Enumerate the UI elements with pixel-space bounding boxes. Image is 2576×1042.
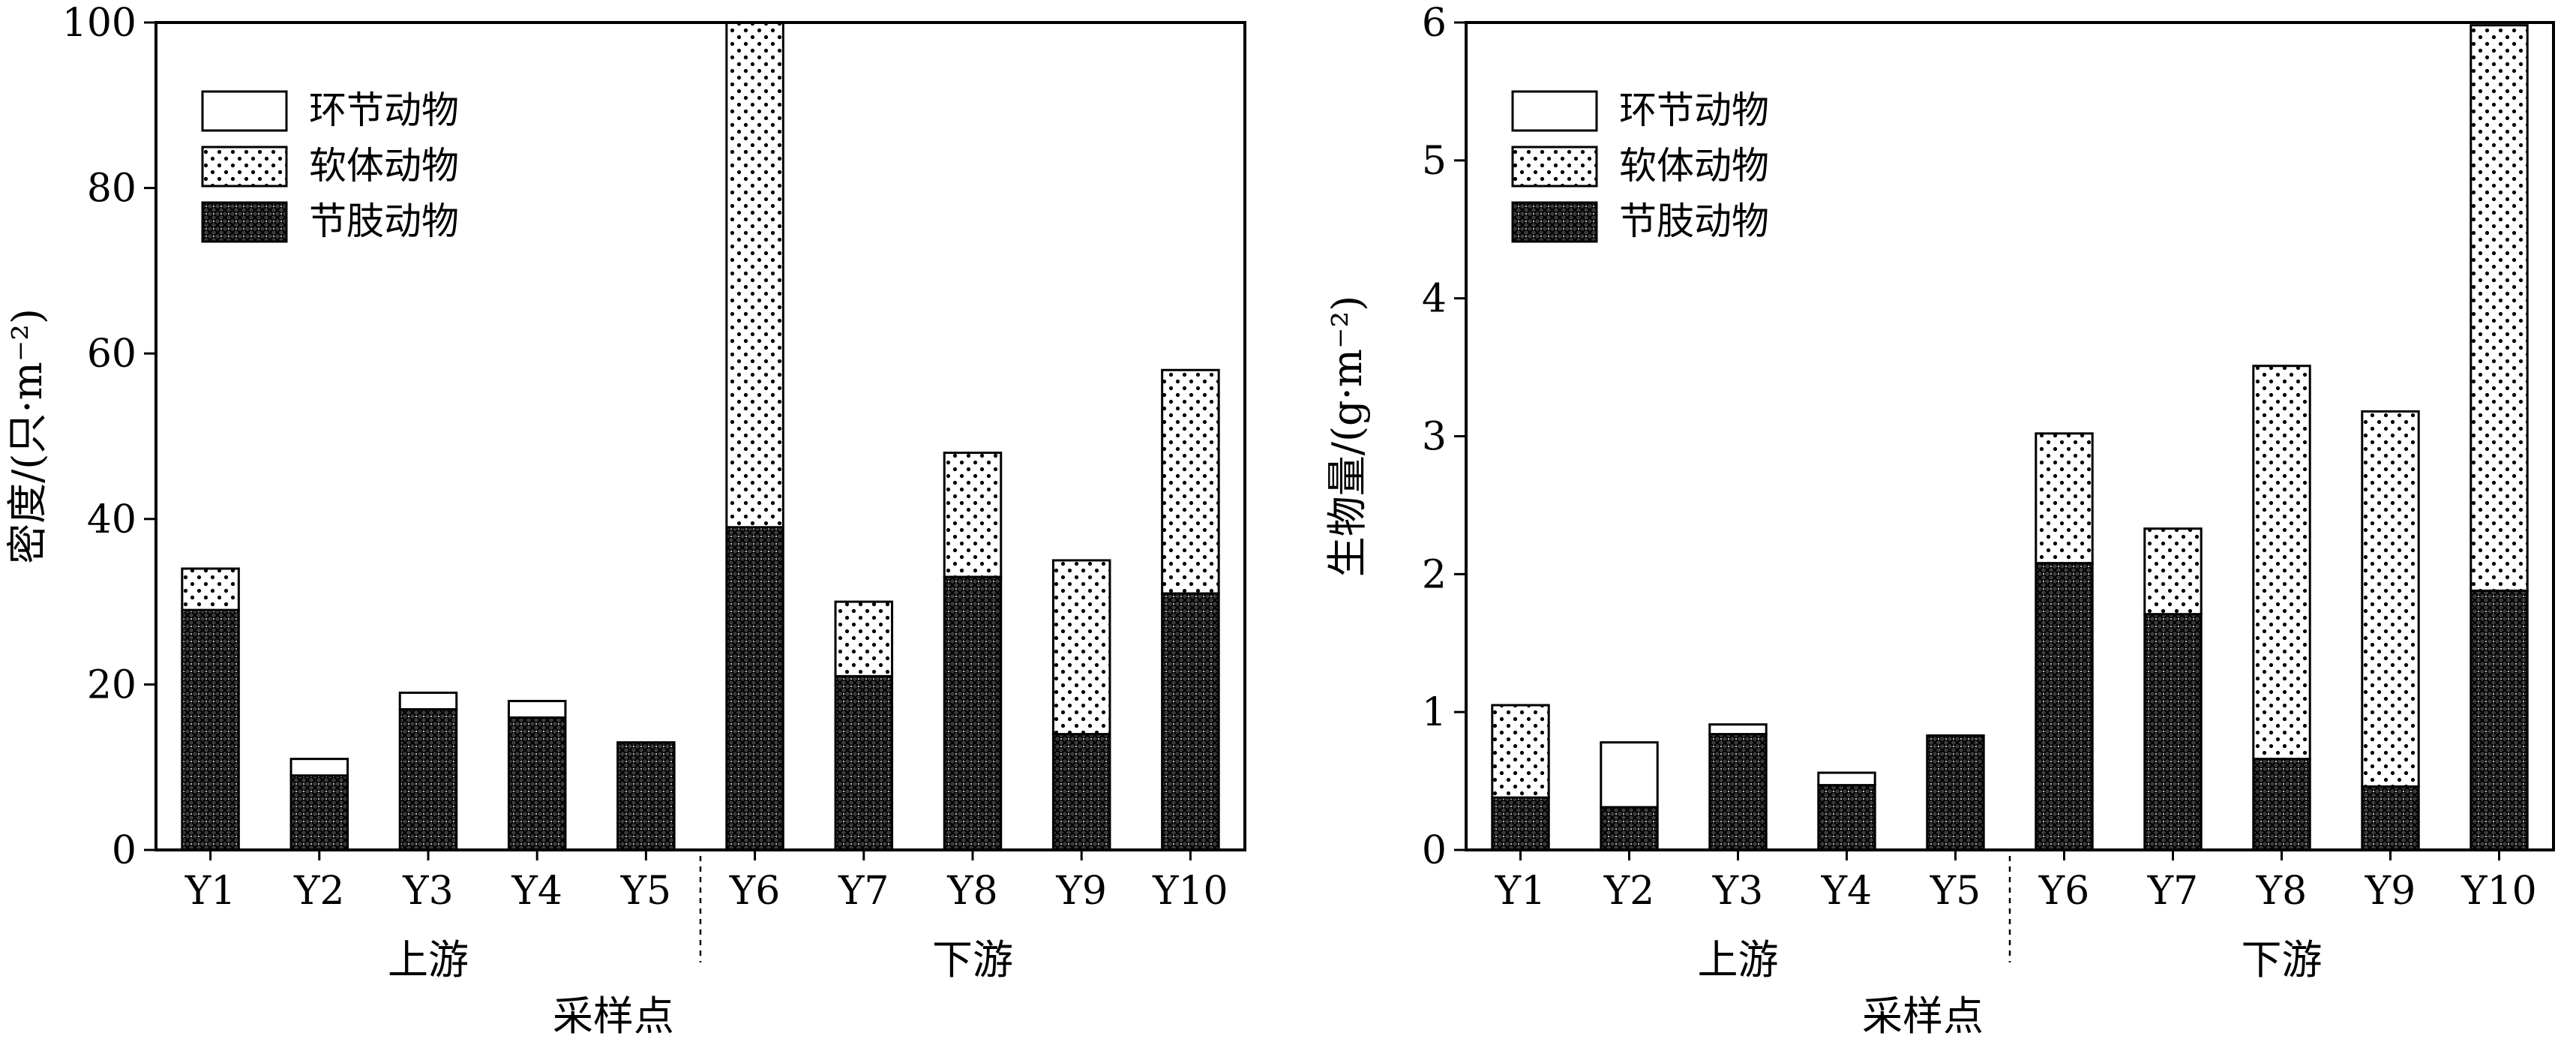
- y-tick-label: 4: [1422, 277, 1447, 322]
- bar-Y8-series-1: [2252, 365, 2311, 761]
- x-tick-label: Y9: [1055, 869, 1106, 914]
- x-axis-title: 采样点: [553, 992, 674, 1040]
- legend-label: 软体动物: [309, 144, 459, 188]
- y-tick-label: 6: [1422, 1, 1447, 46]
- density-chart: Y1 Y2 Y3 Y4 Y5 Y6 Y7 Y8 Y9 Y10 0 20 40 60 80 100 密度/(只·m…: [4, 1, 1246, 1040]
- y-tick-label: 2: [1422, 552, 1447, 597]
- x-tick-label: Y8: [946, 869, 997, 914]
- y-tick-label: 5: [1422, 139, 1447, 184]
- x-tick-label: Y8: [2256, 869, 2307, 914]
- biomass-chart: Y1 Y2 Y3 Y4 Y5 Y6 Y7 Y8 Y9 Y10 0 1 2 3 4 5 6 生物量/(g·m⁻²) 上…: [1324, 1, 2555, 1040]
- x-tick-label: Y4: [511, 869, 562, 914]
- bar-Y6-series-0: [2035, 562, 2094, 851]
- bar-Y10-series-0: [1161, 592, 1220, 851]
- bar-Y10-series-1: [2470, 24, 2529, 592]
- y-tick-label: 40: [87, 497, 136, 542]
- legend-label: 环节动物: [1619, 89, 1769, 132]
- y-tick-label: 80: [87, 167, 136, 212]
- legend-label: 软体动物: [1619, 144, 1769, 188]
- x-tick-label: Y2: [1603, 869, 1654, 914]
- legend-label: 节肢动物: [1619, 200, 1769, 243]
- x-tick-label: Y10: [2461, 869, 2537, 914]
- bar-Y9-series-1: [2361, 410, 2420, 788]
- bar-Y1-series-1: [1491, 704, 1550, 799]
- bar-Y9-series-0: [1051, 733, 1111, 851]
- y-tick-label: 100: [62, 1, 136, 46]
- bar-Y3-series-2: [398, 691, 458, 710]
- bar-Y9-series-0: [2361, 785, 2420, 851]
- legend-swatch: [201, 146, 288, 188]
- legend-label: 节肢动物: [309, 200, 459, 243]
- bar-Y8-series-1: [943, 452, 1003, 578]
- plot-frame: [154, 21, 1246, 851]
- legend-swatch: [201, 201, 288, 243]
- bar-Y5-series-0: [1926, 734, 1985, 851]
- y-tick-label: 3: [1422, 415, 1447, 460]
- x-tick-label: Y2: [293, 869, 344, 914]
- bar-Y7-series-1: [2143, 527, 2203, 616]
- bar-Y4-series-0: [507, 716, 567, 851]
- bar-Y1-series-0: [1491, 796, 1550, 851]
- bar-Y2-series-0: [289, 774, 349, 851]
- bar-Y3-series-0: [398, 707, 458, 851]
- bar-Y2-series-2: [1600, 741, 1659, 809]
- bar-Y7-series-0: [2143, 613, 2203, 851]
- bar-Y2-series-2: [289, 758, 349, 777]
- legend-swatch: [1511, 201, 1598, 243]
- legend-swatch: [1511, 146, 1598, 188]
- bar-Y2-series-0: [1600, 806, 1659, 851]
- bar-Y8-series-0: [2252, 758, 2311, 851]
- y-tick-label: 60: [87, 332, 136, 377]
- y-axis-title: 生物量/(g·m⁻²): [1324, 296, 1371, 577]
- x-tick-label: Y4: [1821, 869, 1872, 914]
- bar-Y3-series-0: [1708, 733, 1768, 851]
- bar-Y1-series-1: [181, 567, 240, 611]
- x-tick-label: Y3: [1712, 869, 1763, 914]
- y-tick-label: 0: [112, 828, 136, 873]
- x-tick-label: Y1: [184, 869, 235, 914]
- x-tick-label: Y6: [729, 869, 780, 914]
- x-tick-label: Y5: [1930, 869, 1981, 914]
- bar-Y6-series-0: [725, 526, 784, 851]
- y-tick-label: 0: [1422, 828, 1447, 873]
- group-label: 下游: [932, 936, 1013, 983]
- x-tick-label: Y10: [1152, 869, 1228, 914]
- group-label: 上游: [1698, 936, 1779, 983]
- bar-Y10-series-0: [2470, 589, 2529, 851]
- y-tick-label: 1: [1422, 690, 1447, 735]
- bar-Y1-series-0: [181, 608, 240, 851]
- x-tick-label: Y7: [2147, 869, 2198, 914]
- x-axis-title: 采样点: [1862, 992, 1984, 1040]
- group-label: 上游: [388, 936, 469, 983]
- x-tick-label: Y1: [1495, 869, 1546, 914]
- bar-Y4-series-2: [507, 699, 567, 719]
- bar-Y6-series-1: [725, 21, 784, 529]
- legend-swatch: [201, 90, 288, 132]
- bar-Y5-series-0: [616, 741, 676, 851]
- legend-label: 环节动物: [309, 89, 459, 132]
- bar-Y3-series-2: [1708, 723, 1768, 736]
- x-tick-label: Y3: [402, 869, 453, 914]
- bar-Y7-series-1: [834, 600, 894, 677]
- bar-Y10-series-1: [1161, 368, 1220, 595]
- x-tick-label: Y5: [620, 869, 671, 914]
- y-axis-title: 密度/(只·m⁻²): [4, 308, 51, 564]
- bar-Y4-series-0: [1817, 784, 1876, 851]
- bar-Y9-series-1: [1051, 559, 1111, 736]
- bar-Y4-series-2: [1817, 771, 1876, 787]
- group-label: 下游: [2242, 936, 2323, 983]
- y-tick-label: 20: [87, 662, 136, 707]
- legend-swatch: [1511, 90, 1598, 132]
- bar-Y7-series-0: [834, 674, 894, 851]
- x-tick-label: Y7: [838, 869, 889, 914]
- bar-Y8-series-0: [943, 575, 1003, 851]
- x-tick-label: Y6: [2038, 869, 2089, 914]
- x-tick-label: Y9: [2365, 869, 2416, 914]
- bar-Y6-series-1: [2035, 432, 2094, 565]
